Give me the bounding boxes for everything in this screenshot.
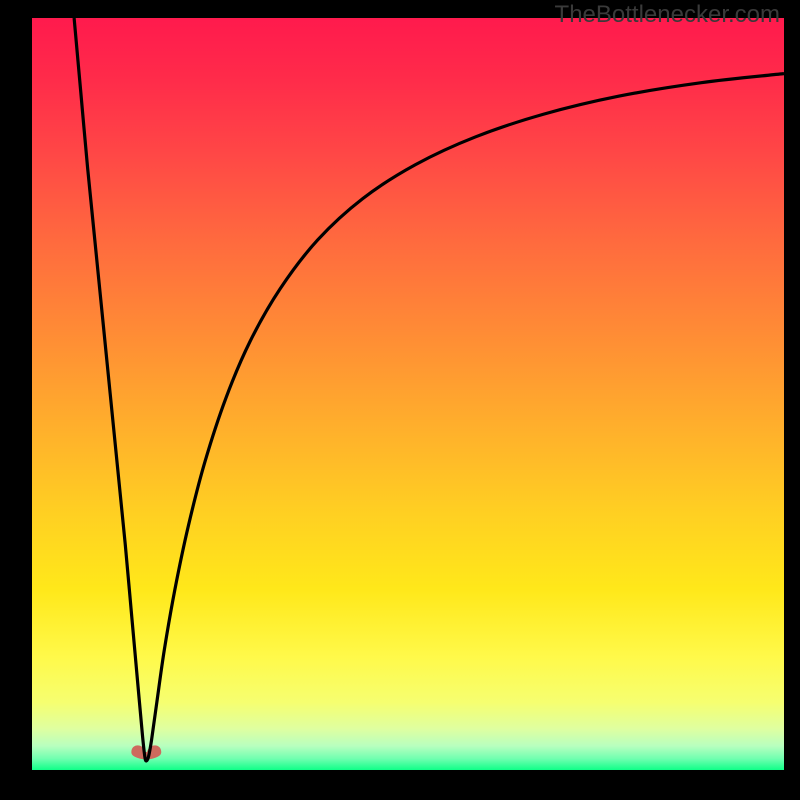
watermark-text: TheBottlenecker.com <box>555 1 780 29</box>
plot-background <box>32 18 784 770</box>
plot-svg <box>32 18 784 770</box>
figure-root: TheBottlenecker.com <box>0 0 800 800</box>
plot-area <box>32 18 784 770</box>
